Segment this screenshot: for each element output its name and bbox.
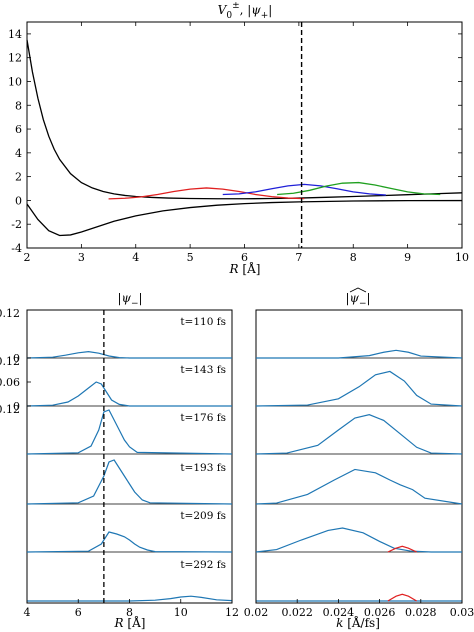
top-y-tick-label: 10: [8, 75, 22, 88]
top-y-tick-label: -4: [11, 242, 22, 255]
top-series-line-2: [108, 187, 305, 200]
right-wave-line-0: [256, 349, 463, 359]
left-wave-line-0: [26, 350, 232, 359]
top-y-tick-label: 4: [15, 147, 22, 160]
top-x-tick-label: 6: [241, 251, 248, 264]
right-title-hat: [349, 287, 367, 293]
left-panel-label-2: t=176 fs: [180, 412, 226, 424]
top-y-tick-label: 12: [8, 52, 22, 65]
top-series-line-3: [222, 183, 386, 196]
top-x-tick-label: 10: [455, 251, 469, 264]
right-wave-line-3: [255, 468, 463, 505]
left-x-tick-label: 10: [174, 606, 188, 619]
left-y-tick-label: 0: [13, 400, 20, 413]
right-wave-line-2: [255, 414, 463, 455]
right-x-tick-label: 0.024: [323, 606, 355, 619]
left-panel-label-1: t=143 fs: [180, 364, 226, 376]
right-wave-line-4: [255, 527, 462, 553]
right-wave-line-1: [255, 370, 463, 407]
right-x-tick-label: 0.028: [405, 606, 437, 619]
left-wave-line-5: [27, 595, 233, 602]
left-x-tick-label: 8: [126, 606, 133, 619]
top-y-tick-label: 6: [15, 123, 22, 136]
left-y-tick-label: 0.06: [0, 376, 20, 389]
left-title: |ψ−|: [117, 291, 142, 309]
left-panel-label-3: t=193 fs: [180, 462, 226, 474]
left-y-tick-label: 0.12: [0, 403, 20, 416]
left-wave-line-1: [26, 381, 232, 407]
left-panel-label-0: t=110 fs: [180, 316, 226, 328]
right-x-axis-title: k [Å/fs]: [336, 615, 380, 630]
top-y-tick-label: -2: [11, 218, 22, 231]
right-x-tick-label: 0.022: [281, 606, 313, 619]
right-x-tick-label: 0.02: [244, 606, 269, 619]
top-title: V0±, |ψ+|: [218, 1, 273, 21]
top-x-tick-label: 3: [78, 251, 85, 264]
top-y-tick-label: 2: [15, 171, 22, 184]
top-x-tick-label: 4: [132, 251, 139, 264]
top-plot-frame: [26, 21, 463, 249]
top-x-tick-label: 5: [187, 251, 194, 264]
left-panel-label-5: t=292 fs: [180, 559, 226, 571]
left-x-tick-label: 4: [24, 606, 31, 619]
left-y-tick-label: 0: [13, 352, 20, 365]
left-y-tick-label: 0.12: [0, 355, 20, 368]
top-series-line-0: [26, 39, 463, 200]
right-x-tick-label: 0.03: [450, 606, 474, 619]
right-red-wave-line-5: [387, 593, 417, 602]
right-title: |ψ−|: [345, 291, 370, 309]
left-x-tick-label: 12: [225, 606, 239, 619]
top-y-tick-label: 8: [15, 99, 22, 112]
top-x-tick-label: 9: [404, 251, 411, 264]
left-panel-label-4: t=209 fs: [180, 510, 226, 522]
top-x-tick-label: 8: [350, 251, 357, 264]
top-x-axis-title: R [Å]: [229, 261, 261, 276]
right-frame: [255, 309, 463, 604]
left-x-axis-title: R [Å]: [114, 615, 146, 630]
top-x-tick-label: 2: [24, 251, 31, 264]
left-wave-line-4: [26, 531, 233, 553]
left-x-tick-label: 6: [75, 606, 82, 619]
left-wave-line-2: [26, 409, 233, 455]
top-series-line-4: [277, 181, 441, 196]
left-wave-line-3: [26, 459, 233, 505]
left-y-tick-label: 0.12: [0, 307, 20, 320]
right-red-wave-line-4: [387, 545, 417, 553]
top-y-tick-label: 14: [8, 28, 22, 41]
top-x-tick-label: 7: [295, 251, 302, 264]
right-x-tick-label: 0.026: [364, 606, 396, 619]
top-y-tick-label: 0: [15, 194, 22, 207]
top-series-line-1: [26, 199, 463, 237]
